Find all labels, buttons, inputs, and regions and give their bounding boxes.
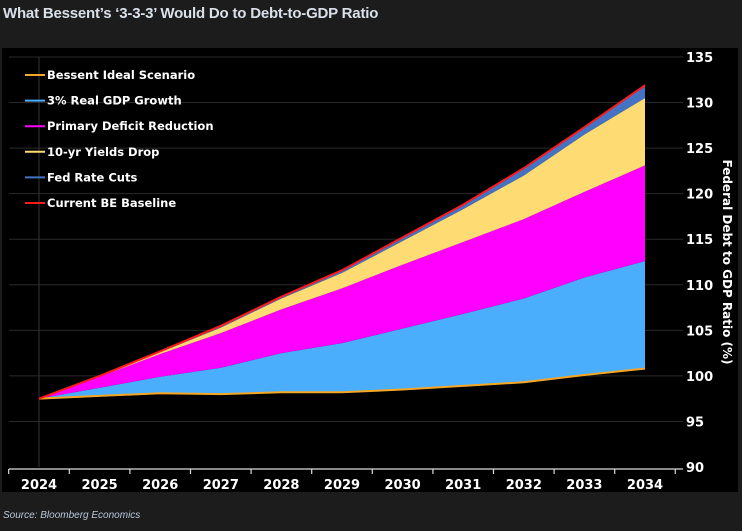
x-tick-label: 2031 [445,478,481,493]
line-current-be-baseline [38,84,646,400]
x-tick-label: 2030 [385,478,421,493]
legend-label: Current BE Baseline [47,196,176,210]
legend-label: Bessent Ideal Scenario [47,68,195,82]
legend-label: Fed Rate Cuts [47,170,137,184]
line-bessent-ideal-scenario [38,367,646,400]
x-tick-label: 2024 [21,478,57,493]
y-tick-label: 90 [686,461,704,476]
y-tick-label: 135 [686,51,713,66]
x-tick-label: 2029 [324,478,360,493]
source-note: Source: Bloomberg Economics [3,510,141,521]
y-axis-title: Federal Debt to GDP Ratio (%) [720,159,734,364]
legend-label: Primary Deficit Reduction [47,119,214,133]
y-tick-label: 105 [686,324,713,339]
y-tick-label: 100 [686,370,713,385]
legend-item: 10-yr Yields Drop [25,145,159,159]
x-tick-label: 2025 [82,478,118,493]
legend-item: Primary Deficit Reduction [25,119,214,133]
x-tick-label: 2032 [506,478,542,493]
y-tick-label: 125 [686,142,713,157]
x-tick-label: 2034 [627,478,663,493]
y-tick-label: 130 [686,97,713,112]
x-tick-label: 2026 [142,478,178,493]
y-tick-label: 95 [686,415,704,430]
chart-title: What Bessent’s ‘3-3-3’ Would Do to Debt-… [3,5,379,22]
legend-item: 3% Real GDP Growth [25,94,182,108]
y-tick-label: 110 [686,279,713,294]
legend-item: Current BE Baseline [25,196,176,210]
legend-label: 10-yr Yields Drop [47,145,159,159]
legend-item: Bessent Ideal Scenario [25,68,195,82]
y-tick-label: 120 [686,188,713,203]
y-tick-label: 115 [686,233,713,248]
legend-label: 3% Real GDP Growth [47,94,182,108]
legend-item: Fed Rate Cuts [25,170,137,184]
area-primary-deficit-reduction [39,165,645,399]
x-tick-label: 2027 [203,478,239,493]
x-tick-label: 2028 [263,478,299,493]
area-3pct-gdp-growth [39,261,645,399]
x-tick-label: 2033 [566,478,602,493]
